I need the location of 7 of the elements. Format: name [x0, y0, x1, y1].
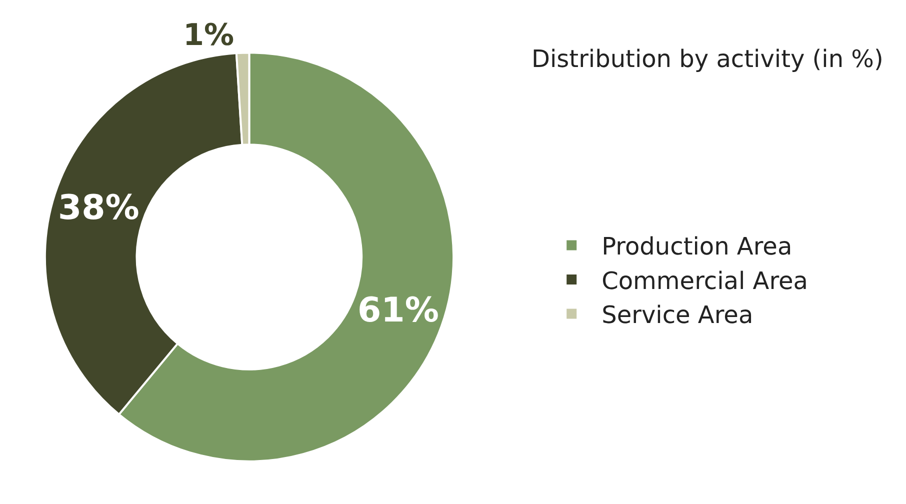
- legend-label: Service Area: [602, 301, 754, 330]
- data-label: 61%: [357, 290, 439, 331]
- legend-label: Production Area: [602, 232, 792, 261]
- data-label: 1%: [183, 18, 234, 53]
- data-label: 38%: [58, 188, 140, 228]
- text: Distribution by activity (in %): [532, 45, 884, 74]
- legend-label: Commercial Area: [602, 266, 808, 295]
